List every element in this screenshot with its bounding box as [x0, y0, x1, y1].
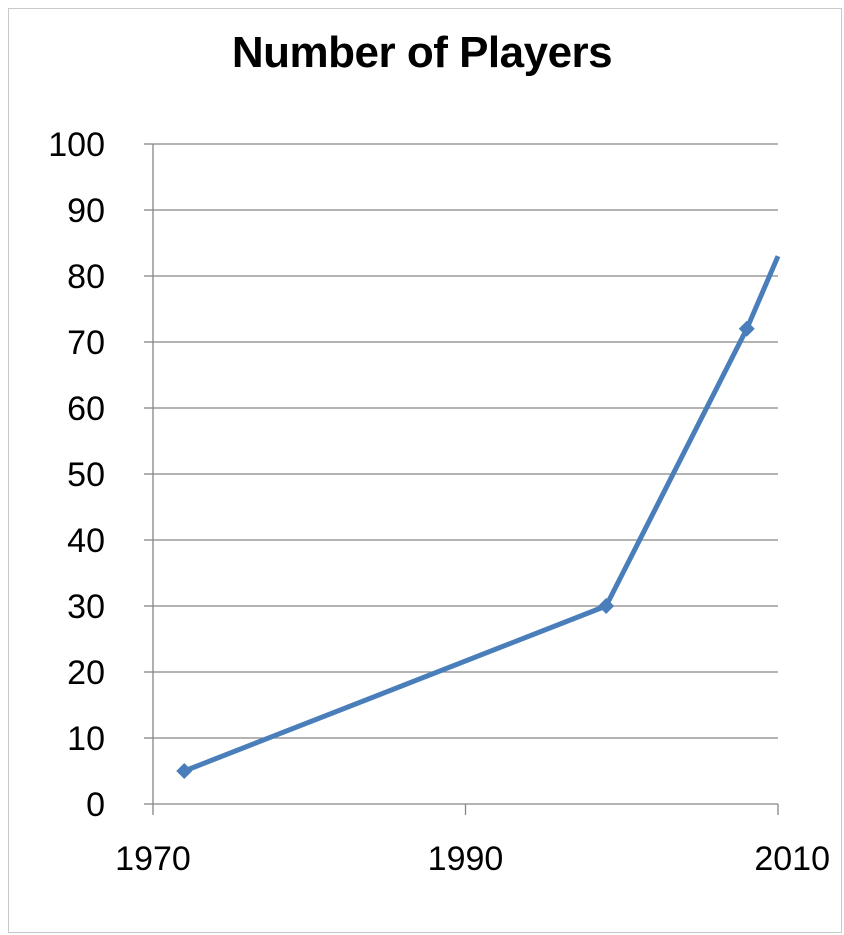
y-tick-label-20: 20 — [67, 654, 105, 692]
x-tick-label-2010: 2010 — [754, 840, 830, 878]
chart-frame — [8, 8, 842, 933]
y-tick-label-70: 70 — [67, 324, 105, 362]
data-point-1999 — [598, 598, 615, 614]
data-point-1972 — [176, 763, 193, 779]
data-point-2008 — [738, 320, 755, 337]
y-tick-label-10: 10 — [67, 720, 105, 758]
series-line-0 — [183, 255, 781, 774]
y-tick-label-100: 100 — [48, 126, 105, 164]
chart-title: Number of Players — [231, 28, 613, 77]
y-tick-label-30: 30 — [67, 588, 105, 626]
y-tick-label-50: 50 — [67, 456, 105, 494]
y-tick-label-90: 90 — [67, 192, 105, 230]
y-tick-label-40: 40 — [67, 522, 105, 560]
y-tick-label-0: 0 — [86, 786, 105, 824]
x-tick-label-1970: 1970 — [115, 840, 191, 878]
y-tick-label-80: 80 — [67, 258, 105, 296]
x-tick-label-1990: 1990 — [428, 840, 504, 878]
y-tick-label-60: 60 — [67, 390, 105, 428]
